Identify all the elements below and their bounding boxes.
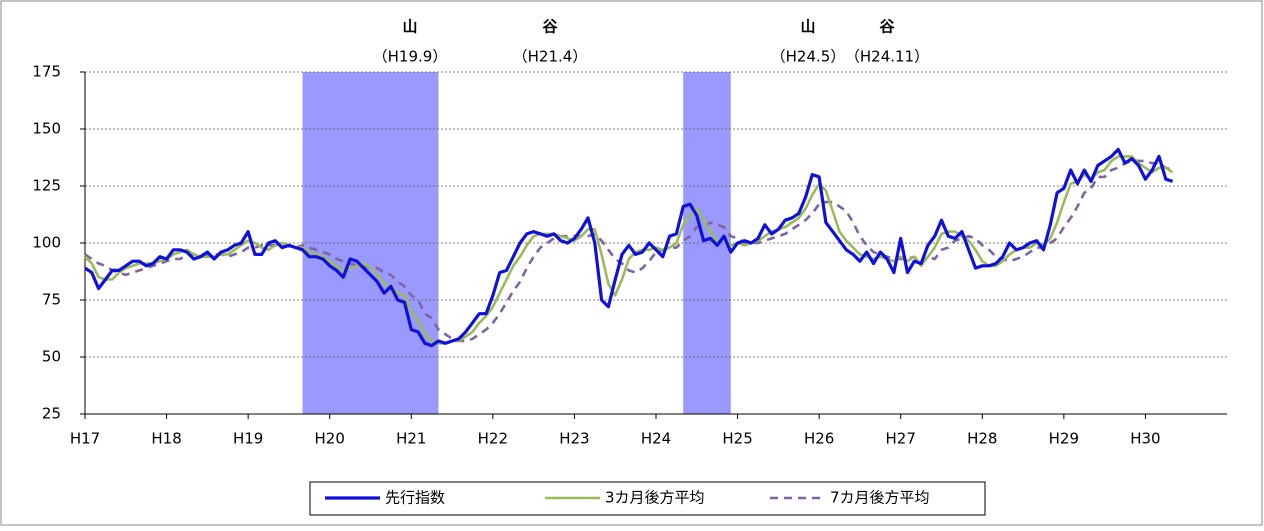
x-tick-label: H26 bbox=[804, 430, 834, 448]
annotation-label: 山 bbox=[402, 18, 417, 36]
x-tick-label: H19 bbox=[233, 430, 263, 448]
annotation-date: （H19.9） bbox=[373, 48, 448, 66]
x-tick-label: H24 bbox=[641, 430, 671, 448]
x-tick-label: H25 bbox=[722, 430, 752, 448]
series-line bbox=[84, 159, 1174, 343]
y-tick-label: 50 bbox=[42, 348, 61, 366]
x-tick-label: H27 bbox=[886, 430, 916, 448]
x-tick-label: H23 bbox=[559, 430, 589, 448]
legend-label: 7カ月後方平均 bbox=[830, 489, 930, 507]
y-tick-label: 75 bbox=[42, 291, 61, 309]
x-tick-label: H28 bbox=[967, 430, 997, 448]
x-tick-label: H21 bbox=[396, 430, 426, 448]
x-tick-label: H30 bbox=[1130, 430, 1160, 448]
y-tick-label: 25 bbox=[42, 405, 61, 423]
annotation-label: 山 bbox=[800, 18, 815, 36]
annotation-date: （H24.5） bbox=[771, 48, 846, 66]
legend-label: 先行指数 bbox=[385, 489, 445, 507]
x-tick-label: H17 bbox=[70, 430, 100, 448]
series-line bbox=[84, 147, 1174, 348]
x-tick-label: H29 bbox=[1049, 430, 1079, 448]
x-tick-label: H20 bbox=[315, 430, 345, 448]
y-tick-label: 150 bbox=[32, 120, 61, 138]
annotation-label: 谷 bbox=[879, 18, 895, 36]
annotation-label: 谷 bbox=[542, 18, 558, 36]
x-tick-label: H22 bbox=[478, 430, 508, 448]
y-tick-label: 125 bbox=[32, 177, 61, 195]
annotation-date: （H21.4） bbox=[513, 48, 588, 66]
legend-box bbox=[309, 481, 986, 516]
annotation-date: （H24.11） bbox=[845, 48, 929, 66]
y-tick-label: 175 bbox=[32, 63, 61, 81]
x-tick-label: H18 bbox=[151, 430, 181, 448]
legend: 先行指数 3カ月後方平均 7カ月後方平均 bbox=[309, 481, 986, 516]
y-tick-label: 100 bbox=[32, 234, 61, 252]
legend-label: 3カ月後方平均 bbox=[605, 489, 705, 507]
